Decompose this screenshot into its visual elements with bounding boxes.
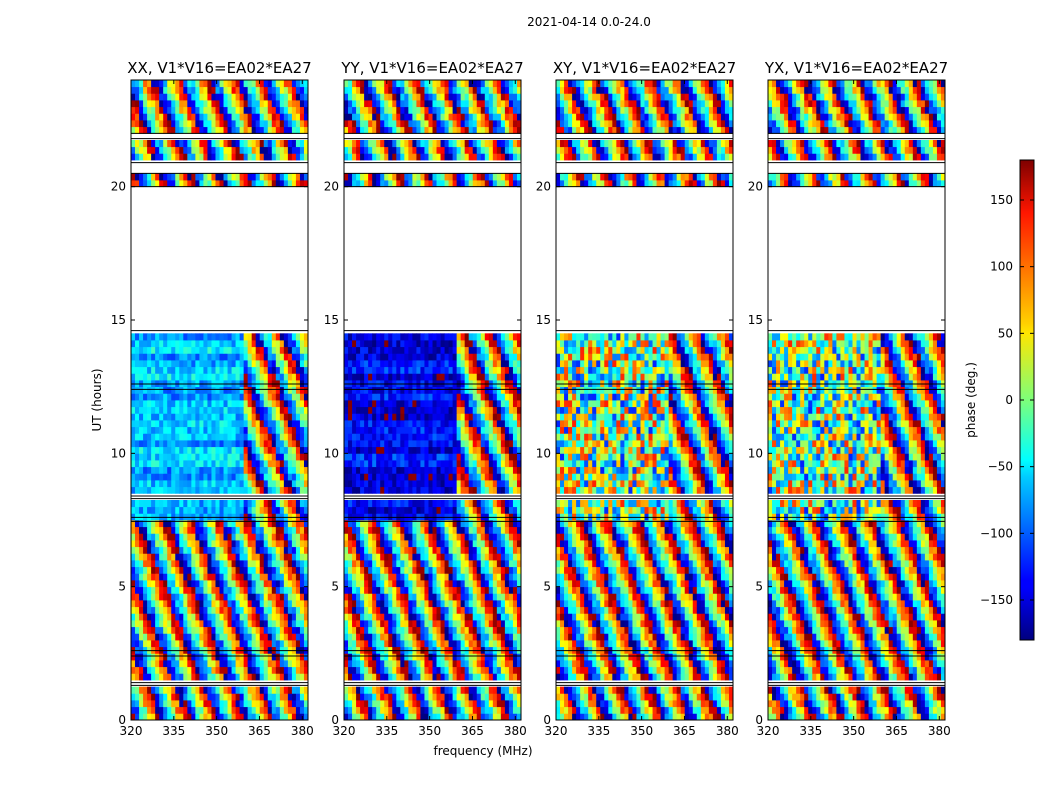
panel-frame: [767, 79, 946, 721]
panel-frame: [130, 79, 309, 721]
panel-title: YY, V1*V16=EA02*EA27: [340, 59, 523, 77]
colorbar-tick-label: −100: [980, 526, 1013, 540]
y-tick-label: 15: [536, 313, 551, 327]
y-tick-label: 0: [755, 713, 763, 727]
gap-lines: [768, 132, 945, 686]
panel-title: XY, V1*V16=EA02*EA27: [553, 59, 736, 77]
x-tick-label: 335: [162, 724, 185, 738]
phase-cells: [344, 80, 522, 721]
x-tick-label: 365: [885, 724, 908, 738]
gap-lines: [556, 132, 733, 686]
y-tick-label: 5: [331, 580, 339, 594]
x-tick-label: 320: [333, 724, 356, 738]
x-tick-label: 380: [291, 724, 314, 738]
y-tick-label: 10: [324, 446, 339, 460]
panel-frame: [343, 79, 522, 721]
x-tick-label: 350: [205, 724, 228, 738]
x-tick-label: 365: [248, 724, 271, 738]
x-tick-label: 335: [799, 724, 822, 738]
gap-lines: [131, 132, 308, 686]
y-tick-label: 0: [118, 713, 126, 727]
colorbar-tick-label: 150: [990, 193, 1013, 207]
colorbar-tick-label: −50: [988, 460, 1013, 474]
x-tick-label: 350: [842, 724, 865, 738]
x-tick-label: 320: [120, 724, 143, 738]
y-tick-label: 20: [748, 180, 763, 194]
panel-1: XX, V1*V16=EA02*EA27 320 335 350 365 380 0 5 10 1…: [111, 59, 314, 738]
x-tick-label: 335: [587, 724, 610, 738]
y-tick-label: 20: [111, 180, 126, 194]
y-tick-label: 0: [331, 713, 339, 727]
colorbar-tick-label: 0: [1005, 393, 1013, 407]
y-axis-label: UT (hours): [90, 368, 104, 431]
y-tick-label: 5: [543, 580, 551, 594]
x-axis-label: frequency (MHz): [433, 744, 532, 758]
x-tick-label: 335: [375, 724, 398, 738]
colorbar: 150 100 50 0 −50 −100 −150 phase (deg.): [964, 159, 1035, 641]
figure-title: 2021-04-14 0.0-24.0: [527, 15, 651, 29]
panel-2: YY, V1*V16=EA02*EA27 320 335 350 365 380 0 5 10 1…: [324, 59, 527, 738]
y-tick-label: 20: [324, 180, 339, 194]
y-tick-label: 15: [748, 313, 763, 327]
y-tick-label: 5: [755, 580, 763, 594]
phase-cells: [556, 80, 734, 721]
gap-lines: [344, 132, 521, 686]
y-tick-label: 10: [111, 446, 126, 460]
x-tick-label: 380: [928, 724, 951, 738]
x-tick-label: 320: [757, 724, 780, 738]
panel-3: XY, V1*V16=EA02*EA27 320 335 350 365 380 0 5 10 1…: [536, 59, 739, 738]
x-tick-label: 350: [418, 724, 441, 738]
x-tick-label: 365: [673, 724, 696, 738]
colorbar-ticks: 150 100 50 0 −50 −100 −150: [980, 193, 1034, 607]
panel-frame: [555, 79, 734, 721]
phase-cells: [131, 80, 309, 721]
x-tick-label: 365: [461, 724, 484, 738]
y-tick-label: 5: [118, 580, 126, 594]
colorbar-tick-label: −150: [980, 593, 1013, 607]
phase-cells: [768, 80, 946, 721]
panel-title: XX, V1*V16=EA02*EA27: [127, 59, 311, 77]
colorbar-tick-label: 50: [998, 326, 1013, 340]
x-tick-label: 380: [716, 724, 739, 738]
y-tick-label: 15: [324, 313, 339, 327]
colorbar-label: phase (deg.): [964, 362, 978, 438]
x-tick-label: 320: [545, 724, 568, 738]
x-tick-label: 350: [630, 724, 653, 738]
y-tick-label: 15: [111, 313, 126, 327]
y-tick-label: 20: [536, 180, 551, 194]
x-tick-label: 380: [504, 724, 527, 738]
y-tick-label: 10: [748, 446, 763, 460]
y-tick-label: 0: [543, 713, 551, 727]
panels: XX, V1*V16=EA02*EA27 320 335 350 365 380 0 5 10 1…: [111, 59, 951, 738]
colorbar-tick-label: 100: [990, 260, 1013, 274]
panel-4: YX, V1*V16=EA02*EA27 320 335 350 365 380 0 5 10 1…: [748, 59, 951, 738]
y-tick-label: 10: [536, 446, 551, 460]
panel-title: YX, V1*V16=EA02*EA27: [764, 59, 948, 77]
